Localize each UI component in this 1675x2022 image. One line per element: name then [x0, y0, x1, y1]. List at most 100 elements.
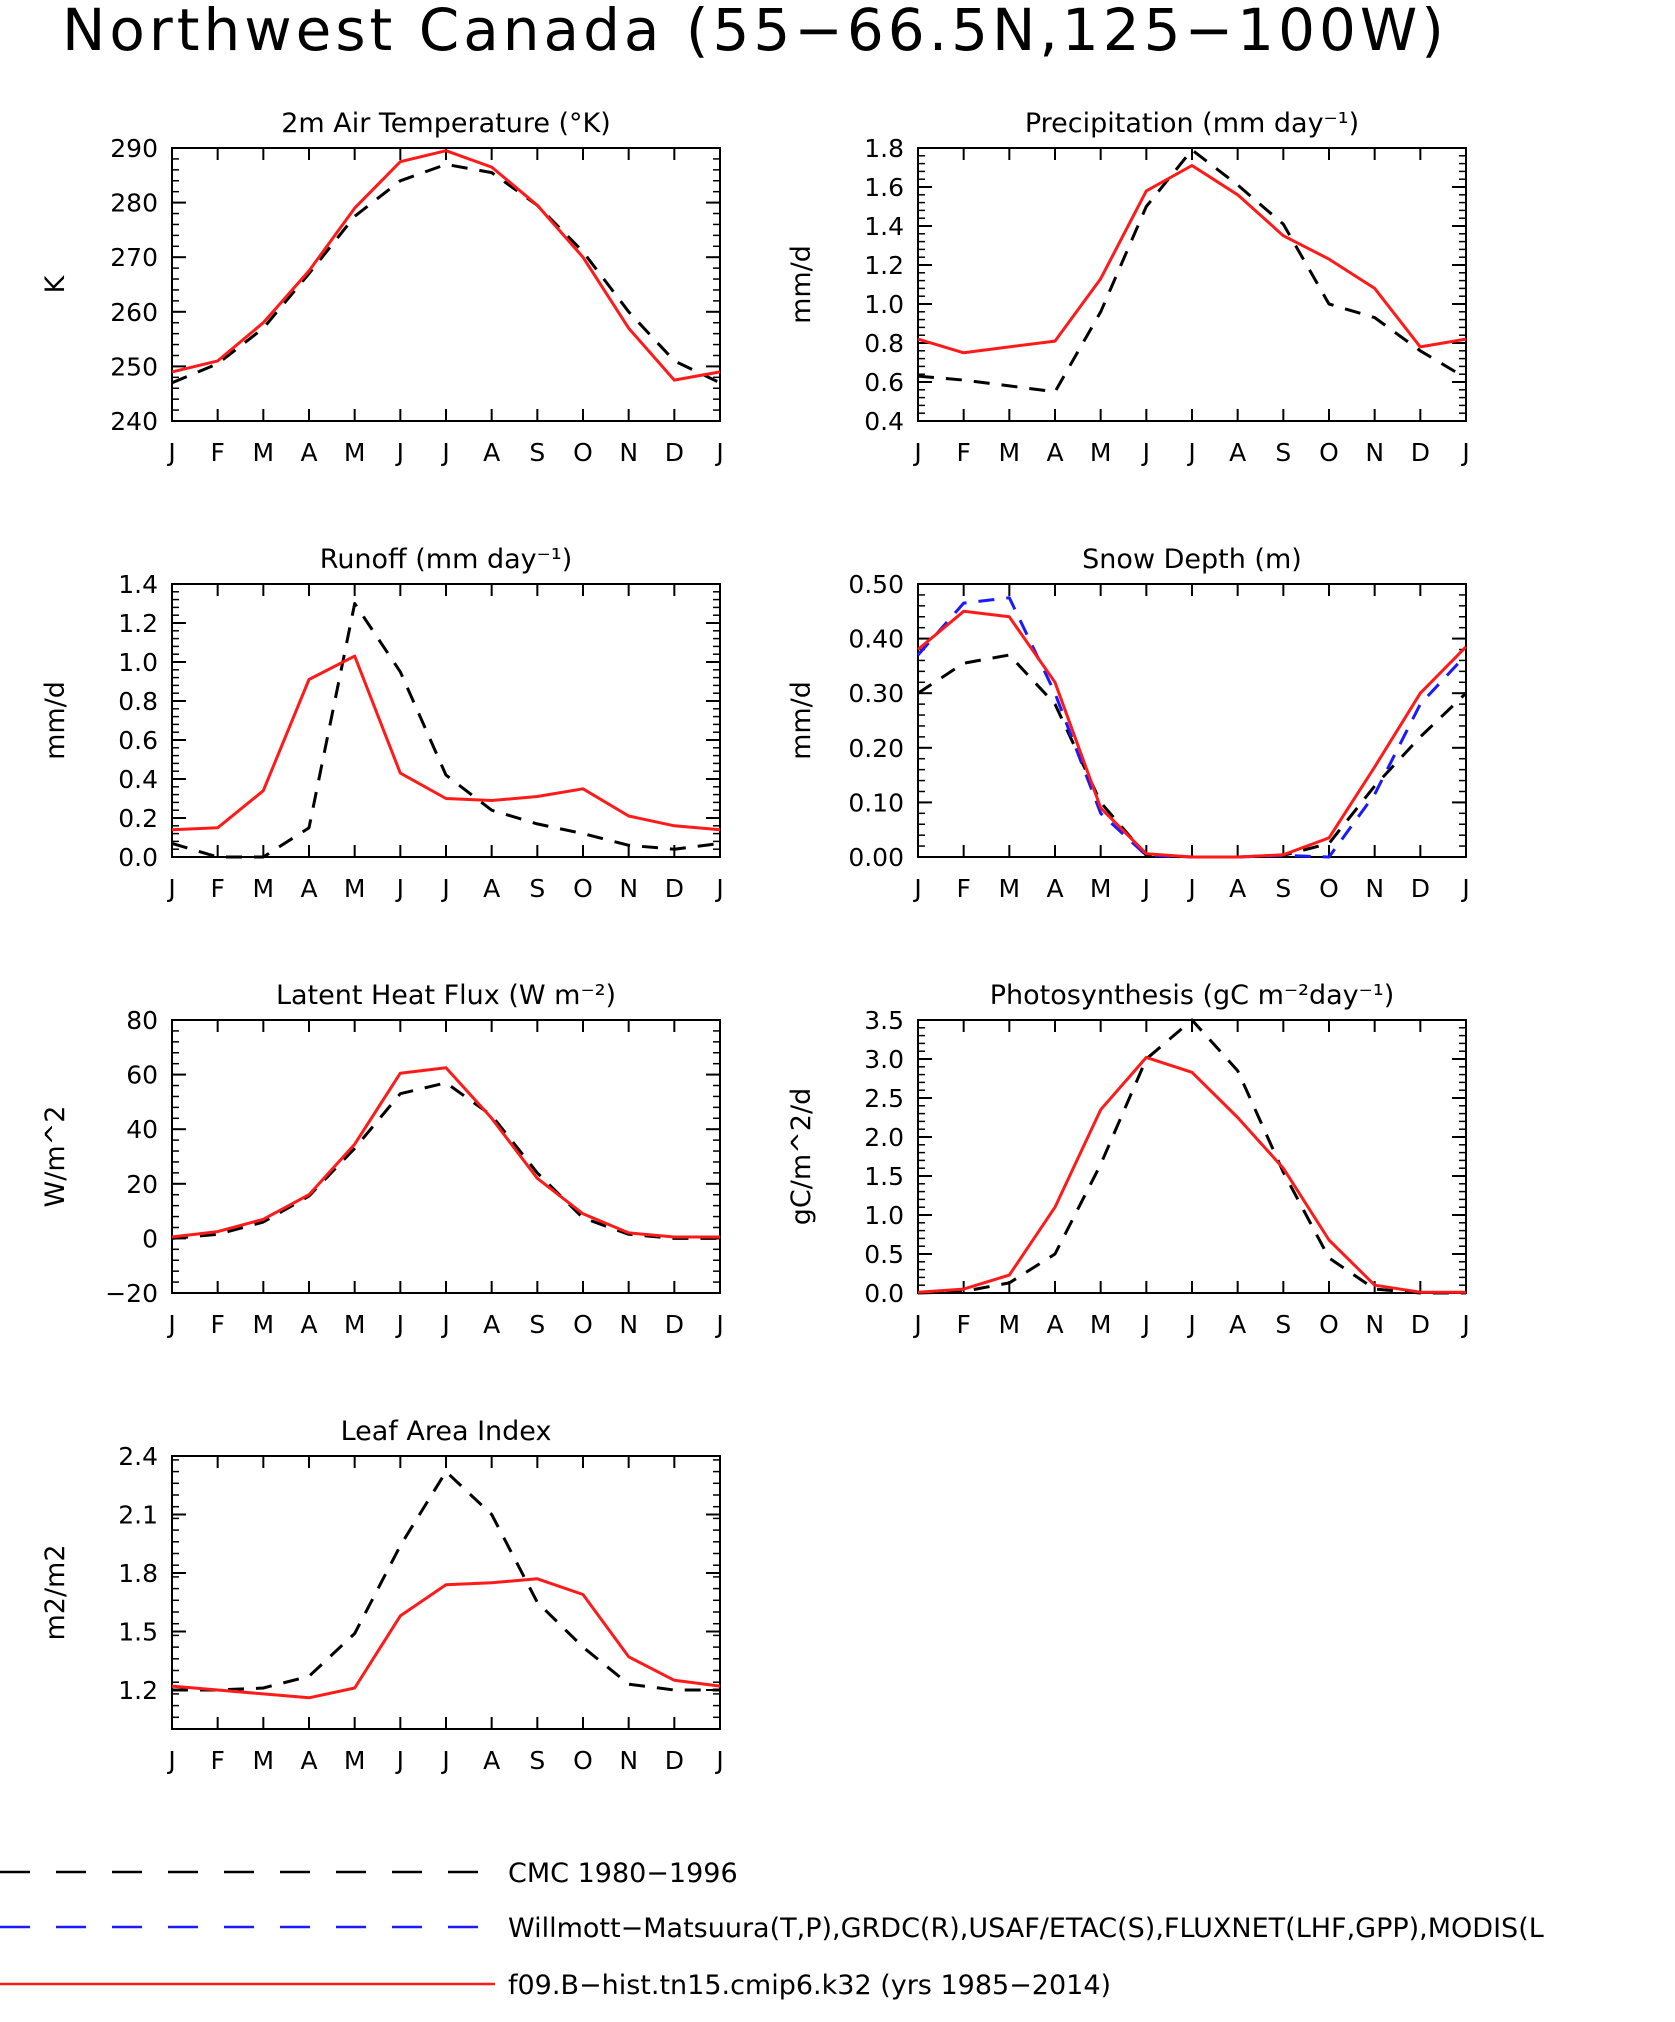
x-tick-label: J: [1460, 874, 1469, 903]
y-tick-label: 0.50: [848, 570, 904, 599]
y-axis-label: mm/d: [40, 681, 71, 760]
y-tick-label: 1.2: [118, 609, 158, 638]
x-tick-label: O: [573, 1310, 593, 1339]
plot-frame: [917, 583, 1467, 858]
y-tick-label: 1.5: [864, 1162, 904, 1191]
y-tick-label: 0.0: [864, 1279, 904, 1308]
x-tick-label: F: [956, 1310, 970, 1339]
y-tick-label: 3.5: [864, 1006, 904, 1035]
x-tick-label: J: [1141, 874, 1150, 903]
y-tick-label: 80: [126, 1006, 158, 1035]
plot-frame: [171, 147, 721, 422]
x-tick-label: M: [999, 1310, 1021, 1339]
x-tick-label: N: [619, 874, 638, 903]
y-tick-label: 1.8: [118, 1559, 158, 1588]
x-tick-label: J: [1186, 874, 1195, 903]
y-tick-label: 2.5: [864, 1084, 904, 1113]
x-tick-label: J: [714, 438, 723, 467]
x-tick-label: A: [483, 1746, 500, 1775]
x-tick-label: N: [1365, 1310, 1384, 1339]
y-tick-label: 0.8: [118, 687, 158, 716]
x-tick-label: J: [714, 1310, 723, 1339]
x-tick-label: J: [912, 1310, 921, 1339]
x-tick-label: J: [714, 1746, 723, 1775]
model-series: [917, 164, 1467, 355]
x-tick-label: D: [665, 874, 684, 903]
legend-label: f09.B−hist.tn15.cmip6.k32 (yrs 1985−2014…: [508, 1970, 1111, 2001]
legend-item-obs1: CMC 1980−1996: [0, 1858, 738, 1889]
x-tick-label: N: [619, 1746, 638, 1775]
model-series: [171, 1066, 720, 1239]
plot-frame: [917, 1019, 1467, 1294]
x-tick-label: F: [210, 438, 224, 467]
x-tick-label: O: [1319, 438, 1339, 467]
y-tick-label: 1.5: [118, 1618, 158, 1647]
x-tick-label: O: [573, 438, 593, 467]
chart-panel-5: Latent Heat Flux (W m⁻²)J F M A M J J A S O N D J−20…: [40, 980, 724, 1339]
legend-label: Willmott−Matsuura(T,P),GRDC(R),USAF/ETAC…: [508, 1913, 1544, 1944]
x-tick-label: J: [1186, 438, 1195, 467]
y-tick-label: 0.5: [864, 1240, 904, 1269]
willmott-series: [916, 596, 1468, 859]
model-series: [917, 1055, 1466, 1294]
x-tick-label: J: [395, 1310, 404, 1339]
x-tick-label: J: [395, 438, 404, 467]
x-tick-label: J: [395, 1746, 404, 1775]
y-tick-label: 0.6: [864, 368, 904, 397]
panel-title: Photosynthesis (gC m⁻²day⁻¹): [990, 980, 1394, 1011]
x-tick-label: D: [665, 1310, 684, 1339]
x-tick-label: A: [483, 1310, 500, 1339]
y-tick-label: 1.6: [864, 173, 904, 202]
x-tick-label: J: [166, 1310, 175, 1339]
y-tick-label: 60: [126, 1061, 158, 1090]
x-tick-label: M: [253, 874, 275, 903]
panel-title: Precipitation (mm day⁻¹): [1025, 108, 1359, 139]
x-tick-label: J: [440, 1310, 449, 1339]
model-series: [171, 1577, 721, 1700]
x-tick-label: F: [210, 1746, 224, 1775]
x-tick-label: J: [395, 874, 404, 903]
y-tick-label: 2.4: [118, 1442, 158, 1471]
plot-frame: [171, 1455, 721, 1730]
y-tick-label: 0.00: [848, 843, 904, 872]
y-tick-label: 240: [110, 407, 158, 436]
x-tick-label: J: [440, 874, 449, 903]
chart-panel-3: Runoff (mm day⁻¹)J F M A M J J A S O N D J0.00.20.40…: [40, 544, 724, 903]
panel-title: 2m Air Temperature (°K): [281, 108, 611, 139]
x-tick-label: S: [529, 874, 545, 903]
panel-title: Latent Heat Flux (W m⁻²): [276, 980, 616, 1011]
x-tick-label: J: [1141, 438, 1150, 467]
x-tick-label: F: [956, 438, 970, 467]
x-tick-label: A: [1046, 1310, 1063, 1339]
y-axis-label: mm/d: [786, 245, 817, 324]
y-tick-label: 40: [126, 1115, 158, 1144]
y-tick-label: 0.8: [864, 329, 904, 358]
legend-label: CMC 1980−1996: [508, 1858, 738, 1889]
model-series: [171, 654, 721, 832]
x-tick-label: S: [529, 1746, 545, 1775]
chart-panel-6: Photosynthesis (gC m⁻²day⁻¹)J F M A M J J A S O N D…: [786, 980, 1470, 1339]
x-tick-label: J: [1460, 438, 1469, 467]
y-tick-label: 0.40: [848, 625, 904, 654]
y-tick-label: 260: [110, 298, 158, 327]
x-tick-label: D: [1411, 438, 1430, 467]
legend: CMC 1980−1996 Willmott−Matsuura(T,P),GRDC…: [0, 1858, 1544, 2001]
x-tick-label: J: [912, 438, 921, 467]
x-tick-label: S: [1275, 1310, 1291, 1339]
x-tick-label: A: [300, 1310, 317, 1339]
x-tick-label: A: [483, 438, 500, 467]
cmc-series: [171, 162, 721, 385]
x-tick-label: S: [529, 1310, 545, 1339]
x-tick-label: D: [1411, 874, 1430, 903]
x-tick-label: F: [210, 874, 224, 903]
y-tick-label: 0.0: [118, 843, 158, 872]
chart-panel-2: Precipitation (mm day⁻¹)J F M A M J J A S O N D J0.4…: [786, 108, 1470, 467]
y-tick-label: 1.0: [118, 648, 158, 677]
y-tick-label: 290: [110, 134, 158, 163]
y-tick-label: 20: [126, 1170, 158, 1199]
y-axis-label: W/m^2: [40, 1106, 71, 1208]
x-tick-label: A: [483, 874, 500, 903]
x-tick-label: M: [1090, 438, 1112, 467]
